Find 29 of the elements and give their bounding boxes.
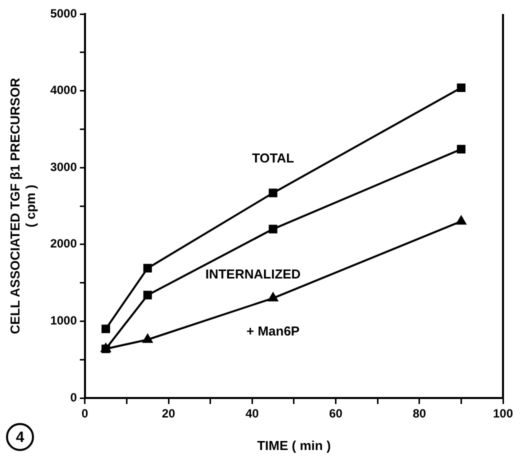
series-label: TOTAL [252,150,294,166]
y-tick-label: 0 [70,390,78,404]
point [102,344,110,354]
point [456,144,466,154]
y-tick-label: 1000 [50,314,78,328]
x-tick-label: 60 [329,406,343,421]
x-tick-label: 80 [412,406,426,421]
point [142,334,153,343]
y-tick-label: 5000 [50,6,78,20]
point [268,224,278,234]
series-label: + Man6P [246,324,300,339]
point [268,188,278,198]
point [268,292,278,302]
point [102,324,110,334]
x-tick-label: 40 [245,406,260,421]
x-tick-label: 100 [492,406,514,421]
point [143,290,152,300]
x-tick-label: 20 [162,406,176,421]
point [456,83,466,92]
y-tick-label: 4000 [50,83,78,98]
text: 4 [16,429,25,446]
x-tick-label: 0 [82,406,89,421]
x-axis-title: TIME ( min ) [257,438,331,453]
point [143,264,152,272]
series-label: INTERNALIZED [205,266,301,282]
y-tick-label: 2000 [50,236,78,251]
y-tick-label: 3000 [50,160,78,174]
y-axis-title: CELL ASSOCIATED TGF β1 PRECURSOR ( cpm ) [7,77,38,334]
point [456,216,466,225]
